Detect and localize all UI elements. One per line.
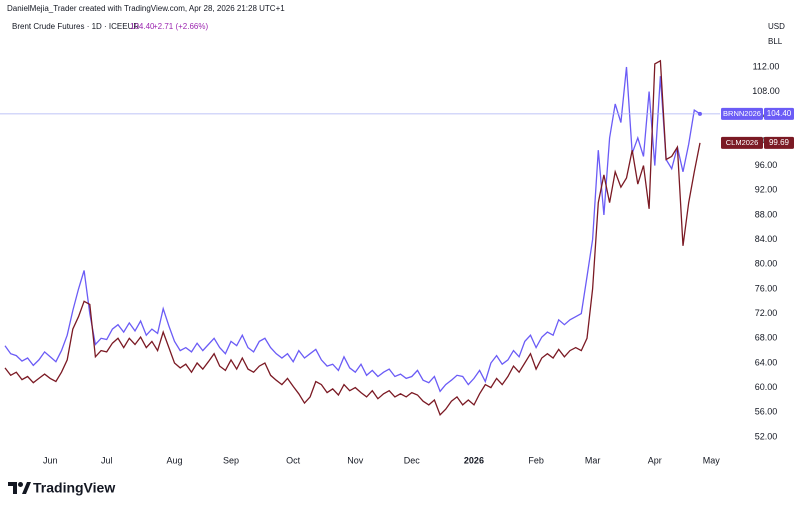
tag-value: 99.69 [769,138,790,147]
tag-name-bg [721,136,763,149]
last-price: 104.40 [130,22,155,31]
x-tick-label: Jul [101,455,113,465]
tag-name: BRNN2026 [723,109,761,118]
logo-text: TradingView [33,480,115,496]
x-tick-label: Mar [585,455,601,465]
y-tick-label: 52.00 [755,431,778,441]
tag-value-bg [764,107,794,120]
logo-mark [8,482,17,494]
x-tick-label: Sep [223,455,239,465]
y-tick-label: 84.00 [755,234,778,244]
x-tick-label: Feb [528,455,544,465]
price-tag: BRNN2026 104.40 [721,107,794,120]
x-tick-label: Jun [43,455,58,465]
x-tick-label: May [703,455,721,465]
price-tag: CLM2026 99.69 [721,136,794,149]
x-tick-label: Apr [648,455,662,465]
unit: BLL [768,37,783,46]
price-line [4,59,701,416]
y-tick-label: 92.00 [755,185,778,195]
y-tick-label: 60.00 [755,382,778,392]
x-tick-label: Dec [404,455,421,465]
tag-value: 104.40 [767,109,792,118]
y-tick-label: 88.00 [755,209,778,219]
last-point [697,111,702,116]
y-tick-label: 56.00 [755,407,778,417]
y-tick-label: 112.00 [753,61,780,71]
y-tick-label: 76.00 [755,283,778,293]
credit: DanielMejia_Trader created with TradingV… [7,4,285,13]
y-tick-label: 72.00 [755,308,778,318]
symbol: Brent Crude Futures · 1D · ICEEUR [12,22,139,31]
logo-slash [22,482,31,494]
x-tick-label: 2026 [464,455,484,465]
tag-value-bg [764,136,794,149]
tag-name: CLM2026 [726,138,759,147]
logo: TradingView [8,480,115,496]
price-change: +2.71 (+2.66%) [153,22,208,31]
x-tick-label: Oct [286,455,301,465]
y-tick-label: 96.00 [755,160,778,170]
y-tick-label: 108.00 [752,86,780,96]
price-line [4,66,701,393]
y-tick-label: 68.00 [755,333,778,343]
currency: USD [768,22,785,31]
y-tick-label: 64.00 [755,357,778,367]
x-tick-label: Nov [347,455,364,465]
tag-name-bg [721,107,763,120]
logo-dot [18,482,23,487]
x-tick-label: Aug [166,455,182,465]
y-tick-label: 80.00 [755,259,778,269]
